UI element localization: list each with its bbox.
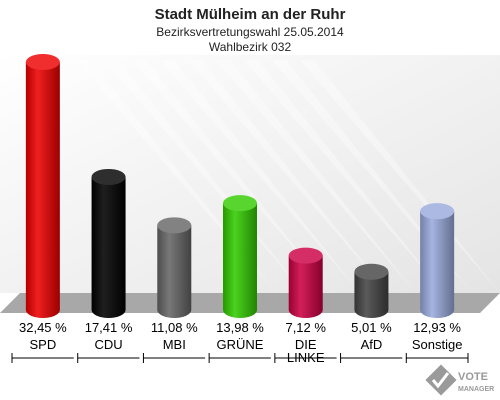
wall-ray xyxy=(216,60,416,293)
bar-body xyxy=(288,255,323,318)
bar-body xyxy=(420,211,455,318)
bar-cap xyxy=(223,195,257,212)
category-label: CDU xyxy=(94,337,122,352)
watermark-line-1: VOTE xyxy=(458,371,488,383)
value-label: 7,12 % xyxy=(285,320,326,335)
bar-body xyxy=(25,62,60,318)
category-label: DIE LINKE xyxy=(287,337,325,365)
wall-ray xyxy=(188,60,388,293)
bar-cap xyxy=(288,247,323,264)
category-label: SPD xyxy=(29,337,56,352)
chart-subtitle-line-2: Wahlbezirk 032 xyxy=(209,40,292,54)
value-label: 11,08 % xyxy=(151,320,198,335)
bar-cap xyxy=(420,203,455,220)
bar-spd xyxy=(25,54,60,318)
bar-cap xyxy=(157,217,192,234)
value-labels-group: 32,45 % 17,41 % 11,08 % 13,98 % 7,12 % 5,01 %… xyxy=(19,320,461,335)
value-label: 5,01 % xyxy=(351,320,392,335)
bar-body xyxy=(223,203,257,318)
bar-grüne xyxy=(223,195,257,318)
category-label: Sonstige xyxy=(412,337,463,352)
value-label: 17,41 % xyxy=(85,320,133,335)
category-label: MBI xyxy=(163,337,186,352)
bar-die-linke xyxy=(288,247,323,318)
bar-mbi xyxy=(157,217,192,318)
chart-title: Stadt Mülheim an der Ruhr xyxy=(155,6,346,23)
chart-subtitle-line-1: Bezirksvertretungswahl 25.05.2014 xyxy=(156,25,344,39)
watermark-line-2: MANAGER xyxy=(458,386,494,393)
bar-body xyxy=(354,271,389,318)
value-label: 32,45 % xyxy=(19,320,67,335)
value-label: 13,98 % xyxy=(216,320,264,335)
bar-body xyxy=(91,176,126,318)
vote-manager-logo: VOTE MANAGER xyxy=(425,364,494,396)
wall-ray xyxy=(244,60,444,293)
category-axis xyxy=(11,353,469,363)
bar-cap xyxy=(25,54,60,70)
bar-cdu xyxy=(91,168,126,318)
bar-afd xyxy=(354,263,389,318)
bar-cap xyxy=(354,263,389,280)
wall-ray xyxy=(160,60,360,293)
wall-ray xyxy=(132,60,332,293)
category-label: AfD xyxy=(361,337,383,352)
bar-sonstige xyxy=(420,203,455,318)
category-labels-group: SPD CDU MBI GRÜNE DIE LINKE AfD Sonstige xyxy=(29,337,462,365)
ballot-icon xyxy=(425,364,457,396)
bar-cap xyxy=(91,168,126,185)
bar-body xyxy=(157,225,192,318)
category-label: GRÜNE xyxy=(217,337,264,352)
bars-group xyxy=(25,54,455,318)
value-label: 12,93 % xyxy=(413,320,461,335)
